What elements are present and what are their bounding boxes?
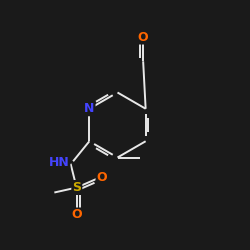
Text: N: N — [84, 102, 94, 115]
Text: S: S — [72, 181, 81, 194]
Text: O: O — [72, 208, 82, 222]
Text: O: O — [138, 30, 148, 44]
Text: HN: HN — [48, 156, 69, 169]
Text: O: O — [96, 171, 107, 184]
